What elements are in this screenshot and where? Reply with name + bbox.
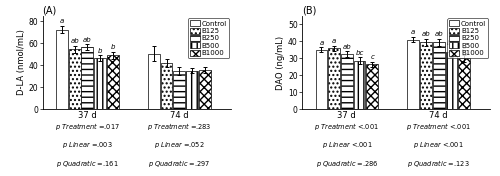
Bar [458, 58, 470, 109]
Y-axis label: DAO (ng/mL): DAO (ng/mL) [276, 35, 285, 90]
Y-axis label: D-LA (nmol/mL): D-LA (nmol/mL) [17, 30, 26, 95]
Text: $\it{p}$ $\it{Linear}$ <.001: $\it{p}$ $\it{Linear}$ <.001 [414, 140, 464, 150]
Bar [199, 70, 210, 109]
Text: $\it{p}$ $\it{Treatment}$ =.017: $\it{p}$ $\it{Treatment}$ =.017 [55, 121, 120, 132]
Text: b: b [110, 44, 115, 50]
Text: $\it{p}$ $\it{Treatment}$ <.001: $\it{p}$ $\it{Treatment}$ <.001 [406, 121, 471, 132]
Bar [408, 40, 419, 109]
Bar [160, 63, 172, 109]
Bar [366, 64, 378, 109]
Text: a: a [332, 38, 336, 44]
Text: a: a [320, 40, 324, 46]
Bar [107, 55, 118, 109]
Text: bc: bc [447, 40, 456, 46]
Bar [69, 49, 80, 109]
Text: ab: ab [70, 38, 79, 44]
Text: ab: ab [422, 31, 430, 37]
Text: ab: ab [83, 37, 92, 43]
Text: (A): (A) [42, 5, 57, 15]
Text: c: c [370, 54, 374, 60]
Text: $\it{p}$ $\it{Quadratic}$ =.297: $\it{p}$ $\it{Quadratic}$ =.297 [148, 158, 210, 169]
Bar [341, 54, 352, 109]
Text: $\it{p}$ $\it{Quadratic}$ =.123: $\it{p}$ $\it{Quadratic}$ =.123 [408, 158, 470, 169]
Text: ab: ab [434, 31, 443, 37]
Bar [420, 42, 432, 109]
Text: (B): (B) [302, 5, 316, 15]
Bar [94, 58, 106, 109]
Text: bc: bc [356, 50, 364, 56]
Bar [56, 30, 68, 109]
Text: $\it{p}$ $\it{Linear}$ <.001: $\it{p}$ $\it{Linear}$ <.001 [322, 140, 372, 150]
Text: a: a [60, 18, 64, 24]
Bar [186, 71, 198, 109]
Text: $\it{p}$ $\it{Linear}$ =.003: $\it{p}$ $\it{Linear}$ =.003 [62, 140, 112, 150]
Bar [82, 47, 93, 109]
Text: a: a [411, 29, 416, 35]
Text: ab: ab [342, 44, 351, 50]
Text: $\it{p}$ $\it{Quadratic}$ =.161: $\it{p}$ $\it{Quadratic}$ =.161 [56, 158, 118, 169]
Text: b: b [98, 48, 102, 54]
Text: $\it{p}$ $\it{Linear}$ =.052: $\it{p}$ $\it{Linear}$ =.052 [154, 140, 204, 150]
Legend: Control, B125, B250, B500, B1000: Control, B125, B250, B500, B1000 [447, 18, 488, 58]
Bar [148, 54, 160, 109]
Legend: Control, B125, B250, B500, B1000: Control, B125, B250, B500, B1000 [188, 18, 229, 58]
Bar [433, 42, 444, 109]
Text: $\it{p}$ $\it{Treatment}$ <.001: $\it{p}$ $\it{Treatment}$ <.001 [314, 121, 380, 132]
Bar [354, 61, 366, 109]
Bar [316, 50, 328, 109]
Text: $\it{p}$ $\it{Quadratic}$ =.286: $\it{p}$ $\it{Quadratic}$ =.286 [316, 158, 378, 169]
Bar [446, 52, 458, 109]
Bar [328, 48, 340, 109]
Bar [174, 71, 185, 109]
Text: c: c [462, 47, 466, 53]
Text: $\it{p}$ $\it{Treatment}$ =.283: $\it{p}$ $\it{Treatment}$ =.283 [147, 121, 212, 132]
